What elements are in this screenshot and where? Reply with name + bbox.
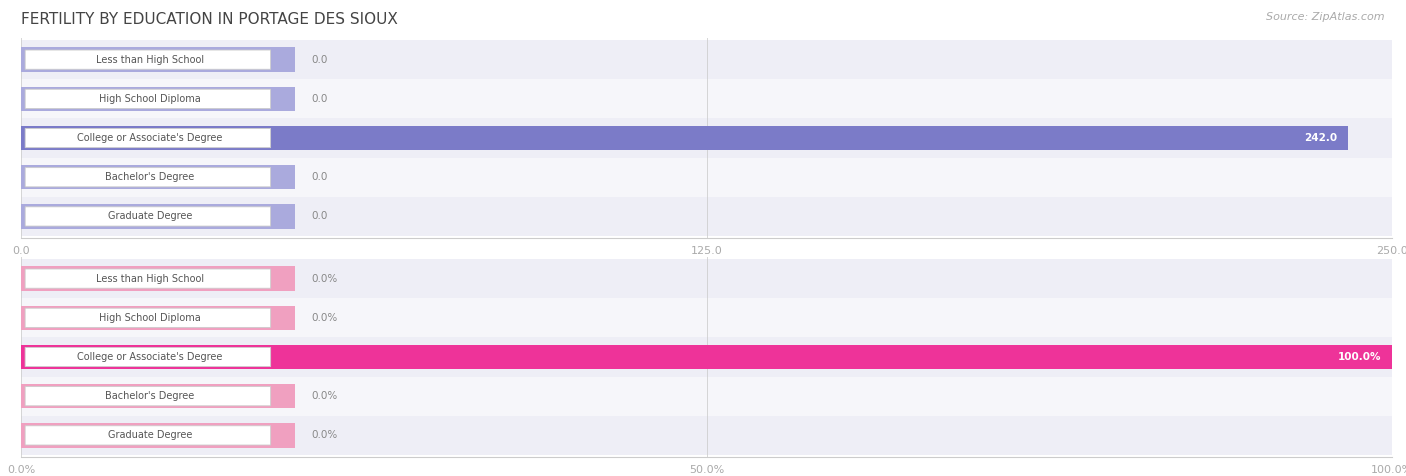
Bar xyxy=(21,377,1392,416)
Text: College or Associate's Degree: College or Associate's Degree xyxy=(77,133,222,143)
Bar xyxy=(21,197,1392,236)
FancyBboxPatch shape xyxy=(25,129,270,148)
Bar xyxy=(21,416,1392,455)
Bar xyxy=(21,267,295,291)
Text: High School Diploma: High School Diploma xyxy=(98,94,201,104)
FancyBboxPatch shape xyxy=(25,207,270,226)
Text: 242.0: 242.0 xyxy=(1303,133,1337,143)
Text: Bachelor's Degree: Bachelor's Degree xyxy=(105,172,194,182)
Text: Graduate Degree: Graduate Degree xyxy=(108,211,193,221)
Bar xyxy=(21,126,1348,150)
Bar xyxy=(21,423,295,447)
Bar xyxy=(21,384,295,408)
Text: Graduate Degree: Graduate Degree xyxy=(108,430,193,440)
Bar xyxy=(21,40,1392,79)
Bar xyxy=(21,204,295,228)
Bar xyxy=(21,259,1392,298)
Text: FERTILITY BY EDUCATION IN PORTAGE DES SIOUX: FERTILITY BY EDUCATION IN PORTAGE DES SI… xyxy=(21,12,398,27)
FancyBboxPatch shape xyxy=(25,308,270,327)
Text: 0.0%: 0.0% xyxy=(312,430,337,440)
FancyBboxPatch shape xyxy=(25,269,270,288)
FancyBboxPatch shape xyxy=(25,426,270,445)
Text: Less than High School: Less than High School xyxy=(96,55,204,65)
Bar xyxy=(21,158,1392,197)
Text: Source: ZipAtlas.com: Source: ZipAtlas.com xyxy=(1267,12,1385,22)
Text: 0.0: 0.0 xyxy=(312,94,328,104)
FancyBboxPatch shape xyxy=(25,168,270,187)
Text: Bachelor's Degree: Bachelor's Degree xyxy=(105,391,194,401)
Text: 0.0%: 0.0% xyxy=(312,391,337,401)
Bar xyxy=(21,79,1392,119)
FancyBboxPatch shape xyxy=(25,347,270,367)
FancyBboxPatch shape xyxy=(25,89,270,109)
Text: 100.0%: 100.0% xyxy=(1337,352,1381,362)
Text: 0.0: 0.0 xyxy=(312,211,328,221)
Text: 0.0: 0.0 xyxy=(312,55,328,65)
Text: College or Associate's Degree: College or Associate's Degree xyxy=(77,352,222,362)
Text: 0.0: 0.0 xyxy=(312,172,328,182)
Bar xyxy=(21,306,295,330)
Bar xyxy=(21,298,1392,337)
Bar xyxy=(21,345,1392,369)
Text: 0.0%: 0.0% xyxy=(312,313,337,323)
Bar xyxy=(21,119,1392,158)
Text: 0.0%: 0.0% xyxy=(312,274,337,284)
Bar xyxy=(21,87,295,111)
Bar xyxy=(21,48,295,72)
Text: Less than High School: Less than High School xyxy=(96,274,204,284)
FancyBboxPatch shape xyxy=(25,50,270,69)
FancyBboxPatch shape xyxy=(25,387,270,406)
Bar xyxy=(21,165,295,189)
Bar xyxy=(21,337,1392,377)
Text: High School Diploma: High School Diploma xyxy=(98,313,201,323)
